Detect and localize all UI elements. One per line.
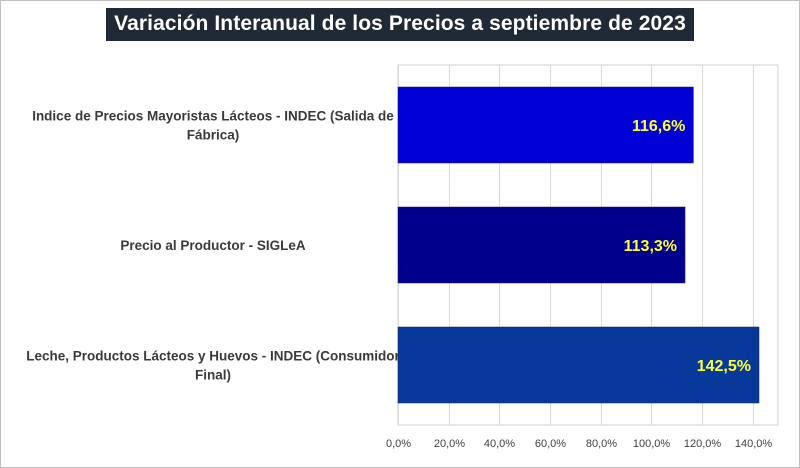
bar-data-label: 113,3% <box>624 238 677 255</box>
x-tick-label: 120,0% <box>684 438 722 450</box>
category-label-line: Leche, Productos Lácteos y Huevos - INDE… <box>26 349 400 364</box>
category-label: Indice de Precios Mayoristas Lácteos - I… <box>32 109 394 143</box>
category-label-line: Final) <box>195 368 231 383</box>
x-tick-label: 140,0% <box>735 438 773 450</box>
chart-title: Variación Interanual de los Precios a se… <box>106 8 694 41</box>
category-label: Precio al Productor - SIGLeA <box>120 238 306 253</box>
chart-title-wrap: Variación Interanual de los Precios a se… <box>0 8 800 41</box>
bar-data-label: 116,6% <box>632 118 685 135</box>
bar-data-label: 142,5% <box>697 358 751 375</box>
category-label-line: Indice de Precios Mayoristas Lácteos - I… <box>32 109 394 124</box>
x-tick-label: 60,0% <box>535 438 566 450</box>
x-tick-labels: 0,0% 20,0% 40,0% 60,0% 80,0% 100,0% 120,0% 140,… <box>386 438 772 450</box>
bar <box>397 206 686 284</box>
x-tick-label: 20,0% <box>434 438 465 450</box>
x-tick-label: 80,0% <box>586 438 617 450</box>
category-labels: Indice de Precios Mayoristas Lácteos - I… <box>26 109 400 383</box>
x-tick-label: 100,0% <box>633 438 671 450</box>
x-tick-label: 0,0% <box>386 438 411 450</box>
category-label: Leche, Productos Lácteos y Huevos - INDE… <box>26 349 400 383</box>
bar <box>397 86 694 164</box>
bar <box>397 326 760 404</box>
category-label-line: Precio al Productor - SIGLeA <box>120 238 306 253</box>
x-tick-label: 40,0% <box>484 438 515 450</box>
bars: 116,6% 113,3% 142,5% <box>397 86 760 404</box>
category-label-line: Fábrica) <box>187 128 240 143</box>
